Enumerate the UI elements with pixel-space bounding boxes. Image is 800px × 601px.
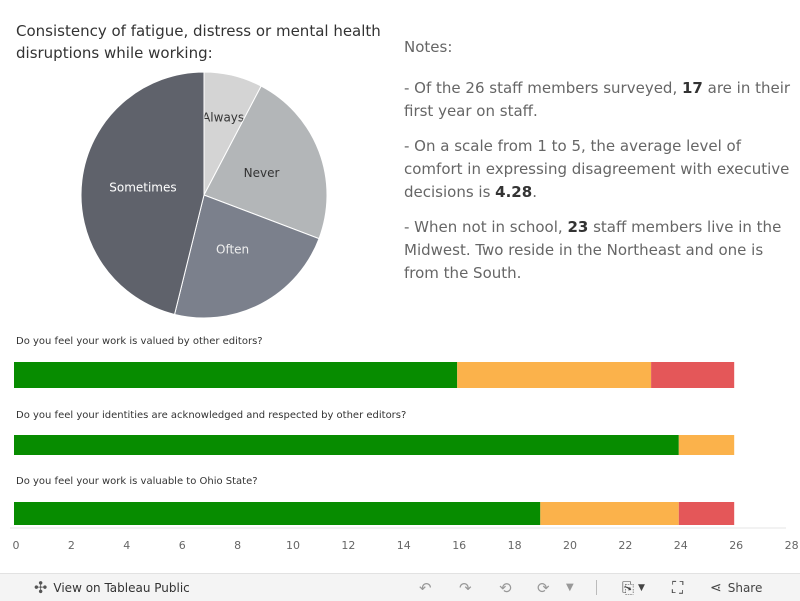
x-tick-label: 26 [729,539,743,552]
bar-question-2: Do you feel your identities are acknowle… [16,410,407,421]
revert-icon[interactable]: ⟲ [499,578,512,597]
bar-segment-q1-green[interactable] [14,362,458,388]
share-label: Share [727,580,763,595]
note-comfort-text-end: . [532,183,537,201]
x-tick-label: 12 [341,539,355,552]
download-icon: ⎘ [622,578,635,597]
x-tick-label: 4 [123,539,130,552]
x-tick-label: 2 [68,539,75,552]
tableau-toolbar: ✣ View on Tableau Public ↶ ↷ ⟲ ⟳ ▼ ⎘ ▼ ⛶… [0,573,800,601]
pie-slice-often[interactable] [173,194,320,319]
bar-segment-q2-orange[interactable] [678,435,735,455]
pie-slice-sometimes[interactable] [80,71,205,316]
bar-segment-q1-orange[interactable] [457,362,652,388]
bar-question-3: Do you feel your work is valuable to Ohi… [16,476,258,487]
x-tick-label: 22 [618,539,632,552]
download-button[interactable]: ⎘ ▼ [622,574,645,601]
bar-segment-q2-green[interactable] [14,435,679,455]
pie-label-often: Often [216,242,249,256]
bar-segment-q3-red[interactable] [678,502,735,525]
bar-question-1: Do you feel your work is valued by other… [16,336,263,347]
tableau-logo-icon: ✣ [34,578,48,597]
note-location-number: 23 [567,218,589,236]
undo-icon[interactable]: ↶ [419,578,432,597]
pie-label-sometimes: Sometimes [109,181,176,195]
refresh-dropdown-chevron-icon[interactable]: ▼ [566,582,574,593]
x-tick-label: 8 [234,539,241,552]
redo-icon[interactable]: ↷ [459,578,472,597]
note-survey: - Of the 26 staff members surveyed, 17 a… [404,77,794,123]
view-on-tableau-button[interactable]: ✣ View on Tableau Public [34,574,190,601]
note-comfort: - On a scale from 1 to 5, the average le… [404,135,794,204]
stacked-bar-chart: 0 2 4 6 8 10 12 14 16 18 20 22 24 26 28 [10,362,799,552]
note-survey-text: - Of the 26 staff members surveyed, [404,79,682,97]
share-icon: ⋖ [710,579,722,596]
bar-segment-q3-orange[interactable] [540,502,679,525]
note-location: - When not in school, 23 staff members l… [404,216,794,285]
note-survey-number: 17 [681,79,703,97]
pie-chart-title: Consistency of fatigue, distress or ment… [16,22,381,62]
x-tick-label: 16 [452,539,466,552]
pie-label-never: Never [244,166,280,180]
note-survey-text-end: are in their first year on staff. [404,79,791,120]
bar-segment-q1-red[interactable] [651,362,735,388]
view-on-tableau-label: View on Tableau Public [53,580,190,595]
bar-segment-q3-green[interactable] [14,502,541,525]
fullscreen-icon[interactable]: ⛶ [672,577,684,597]
x-tick-label: 6 [179,539,186,552]
share-button[interactable]: ⋖ Share [710,574,762,601]
notes-title: Notes: [404,38,453,56]
x-tick-label: 18 [508,539,522,552]
note-comfort-text: - On a scale from 1 to 5, the average le… [404,137,790,201]
x-tick-label: 0 [13,539,20,552]
x-tick-label: 20 [563,539,577,552]
x-tick-label: 28 [785,539,799,552]
x-tick-label: 24 [674,539,688,552]
x-tick-label: 10 [286,539,300,552]
notes-panel: Notes: - Of the 26 staff members surveye… [404,36,794,297]
note-location-text-end: staff members live in the Midwest. Two r… [404,218,782,282]
download-chevron-icon: ▼ [638,582,645,593]
pie-slice-never[interactable] [203,85,328,240]
x-tick-label: 14 [397,539,411,552]
note-location-text: - When not in school, [404,218,568,236]
toolbar-divider [596,580,597,595]
pie-label-always: Always [202,110,244,124]
note-comfort-number: 4.28 [495,183,533,201]
refresh-icon[interactable]: ⟳ [537,578,550,597]
